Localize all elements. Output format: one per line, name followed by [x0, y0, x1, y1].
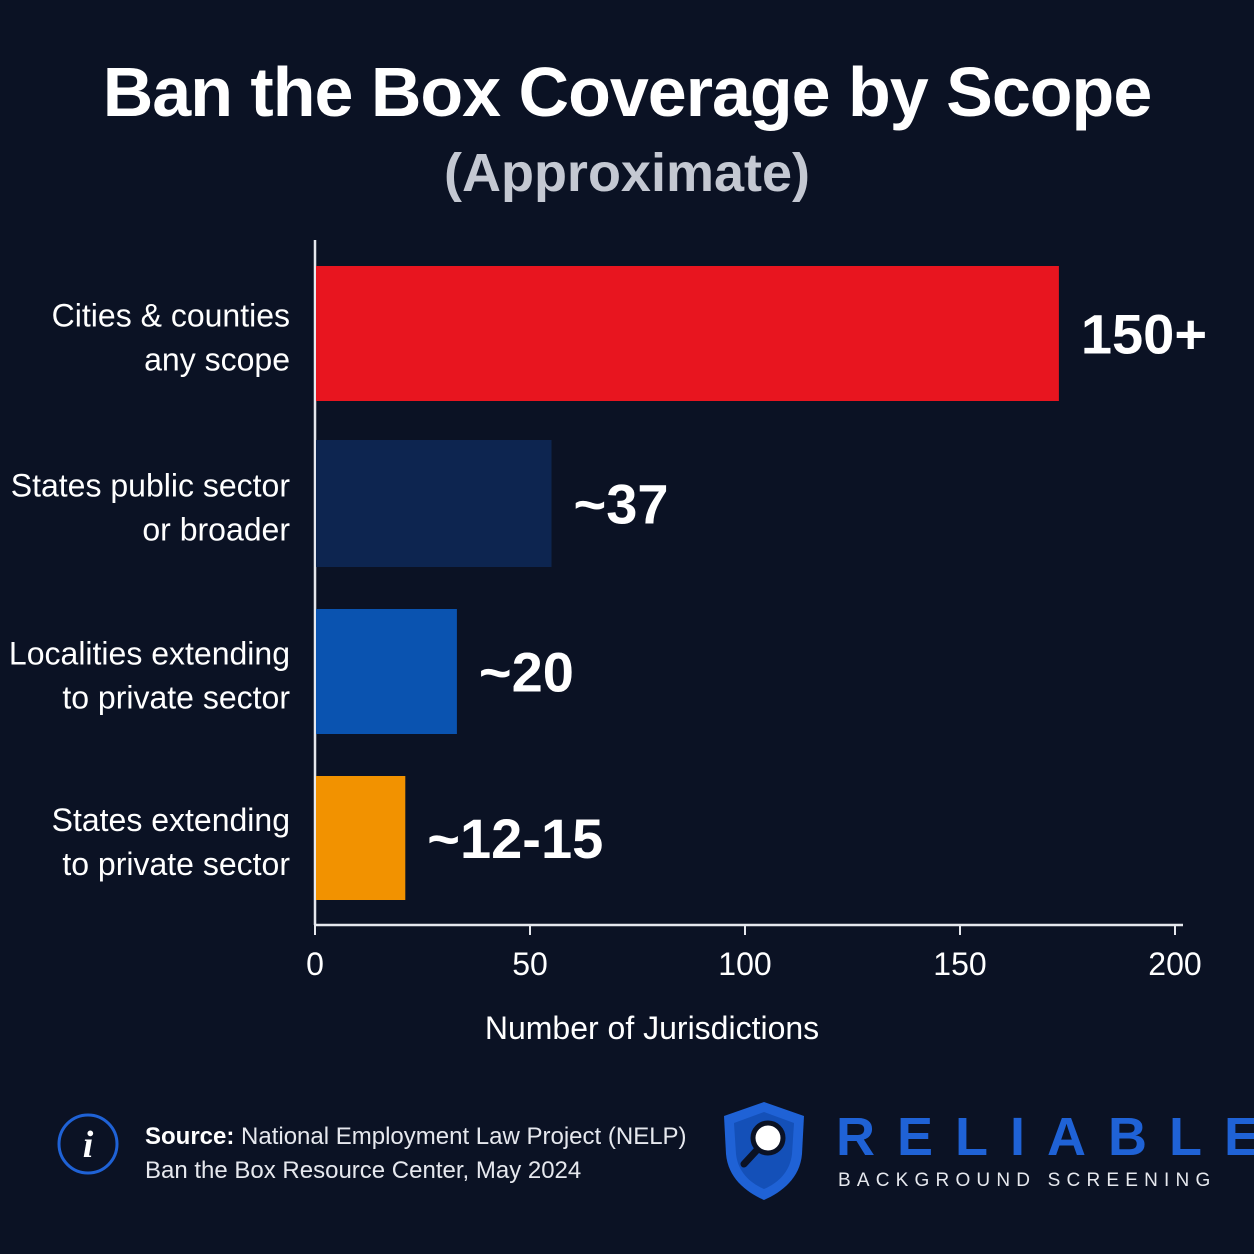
svg-text:i: i [83, 1124, 94, 1166]
category-label-1-line-2: any scope [144, 342, 290, 378]
x-tick-label-150: 150 [933, 946, 986, 982]
bar-value-label-3: ~20 [479, 641, 574, 704]
source-note: Source: National Employment Law Project … [145, 1120, 687, 1188]
chart-title: Ban the Box Coverage by Scope [102, 53, 1153, 131]
bar-2 [316, 440, 552, 567]
logo-wordmark: RELIABLE [836, 1107, 1254, 1167]
bar-1 [316, 266, 1059, 401]
bar-value-label-1: 150+ [1081, 303, 1207, 366]
shield-magnifier-icon [724, 1102, 804, 1200]
category-label-1-line-1: Cities & counties [52, 298, 290, 334]
category-label-3-line-1: Localities extending [9, 636, 290, 672]
info-icon: i [57, 1113, 119, 1175]
source-line-2: Ban the Box Resource Center, May 2024 [145, 1157, 582, 1184]
chart-subtitle: (Approximate) [443, 143, 811, 203]
x-tick-label-200: 200 [1148, 946, 1201, 982]
x-tick-label-50: 50 [512, 946, 548, 982]
category-label-3-line-2: to private sector [62, 680, 290, 716]
source-label: Source: [145, 1123, 235, 1150]
source-line-1: National Employment Law Project (NELP) [241, 1123, 687, 1150]
bar-value-label-4: ~12-15 [427, 807, 603, 870]
bar-3 [316, 609, 457, 734]
bar-value-label-2: ~37 [574, 473, 669, 536]
category-label-2-line-1: States public sector [11, 468, 291, 504]
category-label-4-line-1: States extending [52, 802, 290, 838]
x-tick-label-0: 0 [306, 946, 324, 982]
bar-4 [316, 776, 406, 900]
x-axis-label: Number of Jurisdictions [485, 1010, 819, 1046]
category-label-4-line-2: to private sector [62, 846, 290, 882]
logo-tagline: BACKGROUND SCREENING [838, 1170, 1217, 1191]
x-tick-label-100: 100 [718, 946, 771, 982]
category-label-2-line-2: or broader [142, 512, 290, 548]
